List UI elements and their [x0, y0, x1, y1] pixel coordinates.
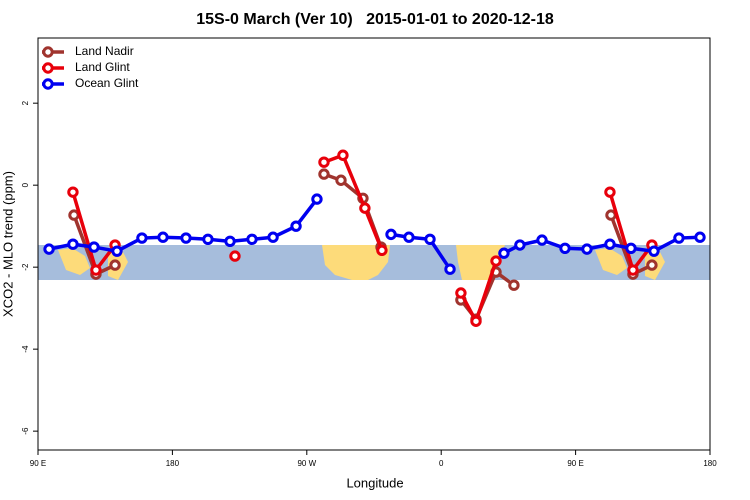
y-tick-label: -2 [21, 263, 30, 271]
data-point [470, 315, 482, 327]
legend-marker [42, 62, 54, 74]
x-tick-label: 180 [703, 459, 717, 468]
data-point [627, 264, 639, 276]
series-line [323, 172, 383, 248]
data-point [444, 263, 456, 275]
series-line [390, 232, 452, 271]
y-tick-label: 2 [21, 100, 30, 105]
chart-title: 15S-0 March (Ver 10) 2015-01-01 to 2020-… [196, 11, 554, 28]
data-point [90, 264, 102, 276]
data-point [290, 220, 302, 232]
data-point [376, 244, 388, 257]
data-point [180, 232, 192, 244]
data-point [335, 174, 347, 186]
data-point [267, 231, 279, 243]
x-axis-label: Longitude [346, 475, 403, 490]
data-point [67, 186, 79, 198]
x-tick-label: 90 W [297, 459, 316, 468]
data-point [318, 156, 330, 168]
y-axis-label: XCO2 - MLO trend (ppm) [0, 171, 15, 317]
x-tick-label: 180 [166, 459, 180, 468]
data-point [224, 235, 236, 248]
series-line [323, 153, 384, 252]
data-point [646, 259, 658, 271]
y-tick-label: 0 [21, 182, 30, 187]
data-point [136, 232, 148, 244]
data-point [403, 231, 415, 243]
data-point [648, 245, 660, 257]
data-point [581, 243, 593, 255]
data-point [559, 242, 571, 255]
data-point [490, 255, 502, 267]
series-line [503, 235, 701, 255]
data-point [229, 250, 241, 262]
data-point [311, 193, 323, 205]
x-tick-label: 90 E [30, 459, 46, 468]
data-point [67, 238, 79, 250]
data-point [88, 241, 100, 253]
data-point [318, 168, 330, 180]
x-tick-label: 0 [439, 459, 444, 468]
legend: Land Nadir Land Glint Ocean Glint [42, 44, 139, 90]
data-point [625, 242, 637, 255]
data-point [455, 287, 467, 299]
map-background [38, 245, 710, 280]
y-tick-label: -6 [21, 427, 30, 435]
data-point [424, 233, 436, 245]
data-point [109, 259, 121, 271]
data-point [498, 247, 510, 259]
data-point [337, 149, 349, 161]
data-point [202, 233, 214, 245]
data-point [604, 238, 616, 250]
legend-label: Ocean Glint [75, 76, 139, 90]
data-point [43, 243, 55, 255]
legend-label: Land Nadir [75, 44, 134, 58]
plot-frame [37, 37, 711, 451]
legend-marker [42, 78, 54, 90]
data-point [68, 209, 80, 221]
data-point [605, 209, 617, 221]
x-tick-label: 90 E [567, 459, 583, 468]
y-tick-label: -4 [21, 345, 30, 353]
data-point [359, 202, 371, 214]
legend-label: Land Glint [75, 60, 130, 74]
data-point [673, 232, 685, 244]
data-point [604, 186, 616, 198]
data-point [508, 279, 520, 291]
data-point [385, 228, 397, 241]
legend-marker [42, 46, 54, 58]
data-point [694, 231, 706, 243]
data-point [536, 234, 548, 246]
data-point [111, 245, 123, 257]
data-point [246, 233, 258, 245]
data-point [514, 239, 526, 251]
data-point [157, 231, 169, 243]
